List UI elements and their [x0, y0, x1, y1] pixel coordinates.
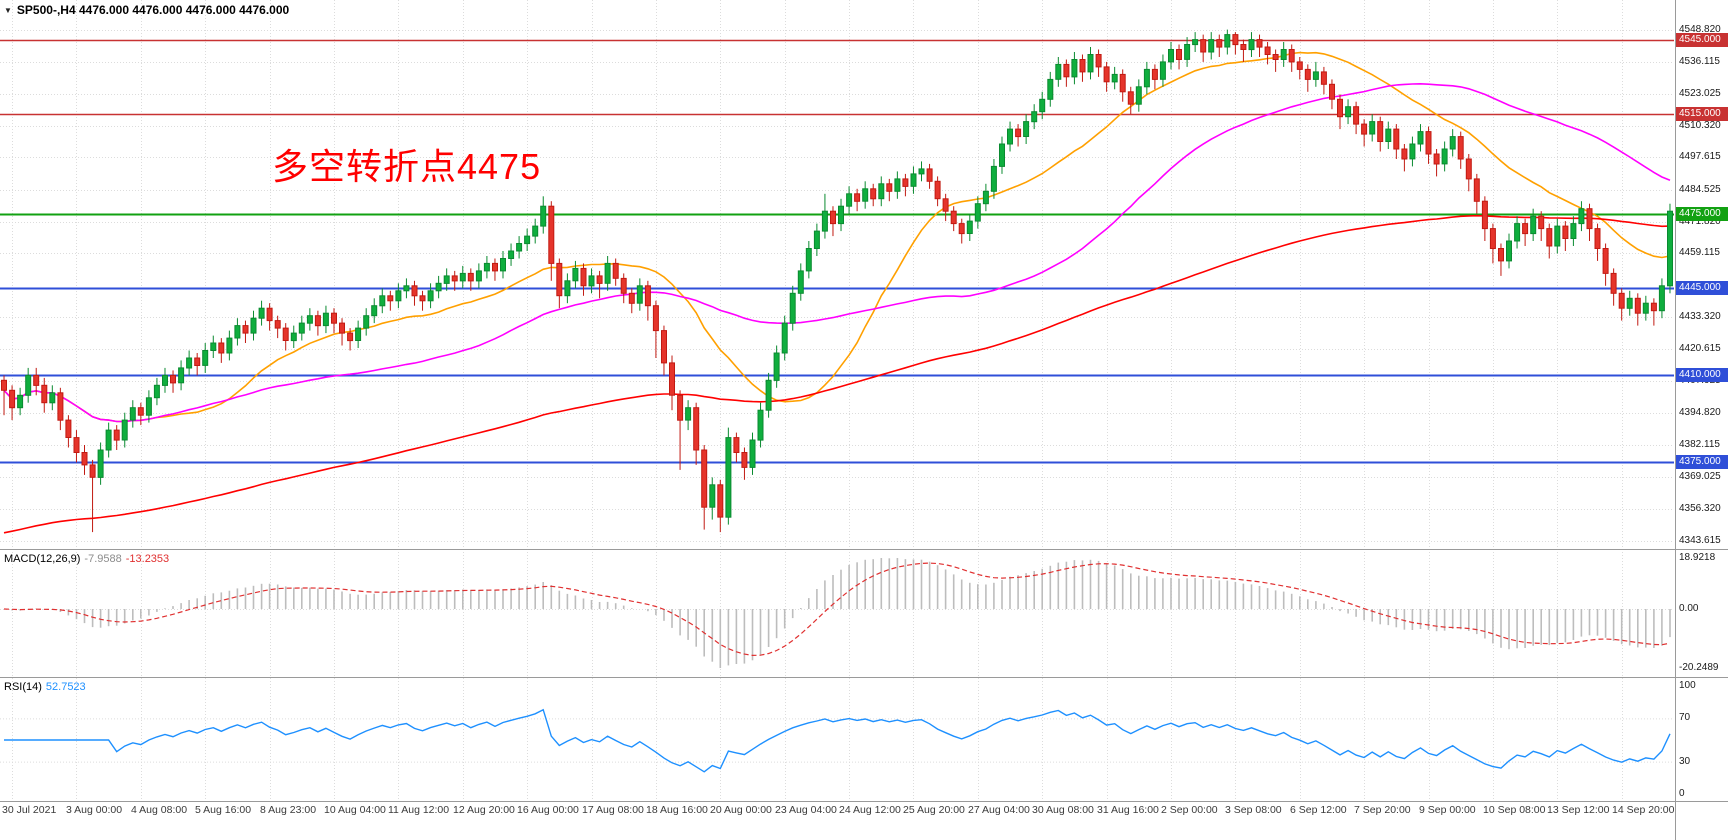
rsi-tick-label: 100	[1679, 680, 1696, 691]
price-tick-label: 4536.115	[1679, 56, 1720, 67]
price-tick-label: 4497.615	[1679, 151, 1721, 162]
macd-tick-label: 18.9218	[1679, 552, 1716, 563]
price-level-badge: 4375.000	[1676, 455, 1728, 469]
time-axis-label: 14 Sep 20:00	[1612, 804, 1675, 816]
rsi-indicator-label: RSI(14) 52.7523	[4, 681, 90, 693]
time-axis-label: 5 Aug 16:00	[195, 804, 252, 816]
ma-slow-line	[3, 214, 1671, 534]
price-tick-label: 4484.525	[1679, 184, 1721, 195]
price-level-badge: 4515.000	[1676, 107, 1728, 121]
time-axis-label: 30 Jul 2021	[2, 804, 57, 816]
price-tick-label: 4420.615	[1679, 343, 1721, 354]
time-axis[interactable]: 30 Jul 2021 3 Aug 00:00 4 Aug 08:00 5 Aug 1…	[0, 804, 1728, 826]
horizontal-level-lines[interactable]	[0, 39, 1674, 464]
macd-indicator-label: MACD(12,26,9) -7.9588 -13.2353	[4, 553, 173, 565]
time-axis-label: 4 Aug 08:00	[131, 804, 188, 816]
time-axis-label: 3 Aug 00:00	[66, 804, 123, 816]
time-axis-label: 27 Aug 04:00	[968, 804, 1030, 816]
time-axis-label: 13 Sep 12:00	[1547, 804, 1610, 816]
time-axis-label: 2 Sep 00:00	[1161, 804, 1218, 816]
symbol-dropdown-icon[interactable]: ▼	[4, 6, 12, 15]
time-axis-label: 30 Aug 08:00	[1032, 804, 1094, 816]
price-tick-label: 4471.820	[1679, 216, 1721, 227]
macd-signal-value: -13.2353	[125, 553, 170, 565]
rsi-name: RSI(14)	[4, 681, 42, 693]
time-axis-label: 12 Aug 20:00	[453, 804, 515, 816]
macd-tick-label: -20.2489	[1679, 662, 1719, 673]
time-axis-label: 24 Aug 12:00	[839, 804, 901, 816]
price-tick-label: 4510.320	[1679, 120, 1721, 131]
macd-main-value: -7.9588	[84, 553, 122, 565]
ohlc-values: 4476.000 4476.000 4476.000 4476.000	[78, 3, 290, 17]
price-level-badge: 4475.000	[1676, 207, 1728, 221]
price-tick-label: 4433.320	[1679, 311, 1721, 322]
price-level-badge: 4445.000	[1676, 281, 1728, 295]
ma-mid-line	[3, 82, 1671, 423]
rsi-value: 52.7523	[45, 681, 86, 693]
price-level-badge: 4545.000	[1676, 33, 1728, 47]
grid-layer	[0, 0, 1674, 800]
time-axis-label: 17 Aug 08:00	[582, 804, 644, 816]
annotation-text[interactable]: 多空转折点4475	[272, 146, 542, 187]
time-axis-label: 8 Aug 23:00	[260, 804, 317, 816]
ma-fast-line	[3, 51, 1671, 423]
candlestick-series	[1, 29, 1673, 533]
symbol-period-label: SP500-,H4	[16, 3, 76, 17]
time-axis-label: 6 Sep 12:00	[1290, 804, 1347, 816]
time-axis-label: 31 Aug 16:00	[1097, 804, 1159, 816]
time-axis-label: 10 Aug 04:00	[324, 804, 386, 816]
time-axis-label: 10 Sep 08:00	[1483, 804, 1546, 816]
price-tick-label: 4548.820	[1679, 24, 1721, 35]
macd-tick-label: 0.00	[1679, 603, 1699, 614]
price-tick-label: 4382.115	[1679, 439, 1720, 450]
macd-signal-line	[3, 562, 1671, 657]
time-axis-label: 25 Aug 20:00	[903, 804, 965, 816]
rsi-tick-label: 30	[1679, 756, 1691, 767]
rsi-tick-label: 70	[1679, 712, 1691, 723]
time-axis-label: 18 Aug 16:00	[646, 804, 708, 816]
macd-name: MACD(12,26,9)	[4, 553, 81, 565]
rsi-line	[4, 708, 1671, 773]
price-tick-label: 4523.025	[1679, 88, 1721, 99]
time-axis-label: 3 Sep 08:00	[1225, 804, 1282, 816]
time-axis-label: 11 Aug 12:00	[388, 804, 450, 816]
price-level-badge: 4410.000	[1676, 368, 1728, 382]
price-tick-label: 4459.115	[1679, 247, 1720, 258]
time-axis-label: 9 Sep 00:00	[1419, 804, 1476, 816]
time-axis-label: 7 Sep 20:00	[1354, 804, 1411, 816]
time-axis-label: 20 Aug 00:00	[710, 804, 772, 816]
time-axis-label: 16 Aug 00:00	[517, 804, 579, 816]
macd-histogram	[11, 558, 1671, 668]
chart-title-bar: ▼ SP500-,H4 4476.000 4476.000 4476.000 44…	[4, 3, 289, 17]
price-tick-label: 4394.820	[1679, 407, 1721, 418]
price-tick-label: 4356.320	[1679, 503, 1721, 514]
price-tick-label: 4369.025	[1679, 471, 1721, 482]
price-tick-label: 4343.615	[1679, 535, 1721, 546]
time-axis-label: 23 Aug 04:00	[775, 804, 837, 816]
rsi-tick-label: 0	[1679, 788, 1685, 799]
